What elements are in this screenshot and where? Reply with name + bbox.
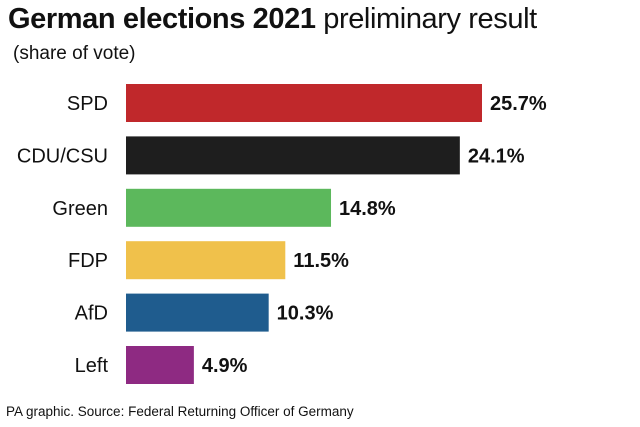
chart-title: German elections 2021 preliminary result [8,2,537,36]
source-note: PA graphic. Source: Federal Returning Of… [6,404,354,419]
category-label-afd: AfD [75,303,108,325]
bar-chart: SPD 25.7% CDU/CSU 24.1% Green 14.8% FDP 11.5% Af… [17,84,547,384]
value-label-left: 4.9% [202,355,248,377]
bar-cdu-csu [126,136,460,175]
category-label-cdu-csu: CDU/CSU [17,145,108,167]
bar-spd [126,84,482,122]
category-label-fdp: FDP [68,250,108,272]
value-label-green: 14.8% [339,198,396,220]
value-label-cdu-csu: 24.1% [468,145,525,167]
category-label-green: Green [52,198,108,220]
chart-title-bold: German elections 2021 [8,3,316,35]
category-label-left: Left [75,355,109,377]
value-label-afd: 10.3% [277,303,334,325]
category-label-spd: SPD [67,93,108,115]
chart-subtitle: (share of vote) [13,43,136,64]
bar-green [126,188,332,227]
bar-fdp [126,241,286,280]
bar-afd [126,293,269,332]
bar-left [126,346,194,384]
value-label-spd: 25.7% [490,93,547,115]
value-label-fdp: 11.5% [293,250,349,272]
chart-title-light: preliminary result [323,3,537,35]
